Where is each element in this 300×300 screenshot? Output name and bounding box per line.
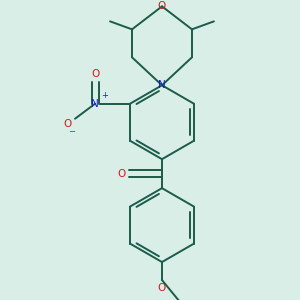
Text: +: + [102, 91, 109, 100]
Text: O: O [117, 169, 125, 179]
Text: O: O [63, 119, 71, 129]
Text: O: O [91, 69, 99, 79]
Text: N: N [91, 99, 99, 109]
Text: N: N [158, 80, 166, 90]
Text: O: O [158, 283, 166, 293]
Text: O: O [158, 2, 166, 11]
Text: −: − [69, 127, 76, 136]
